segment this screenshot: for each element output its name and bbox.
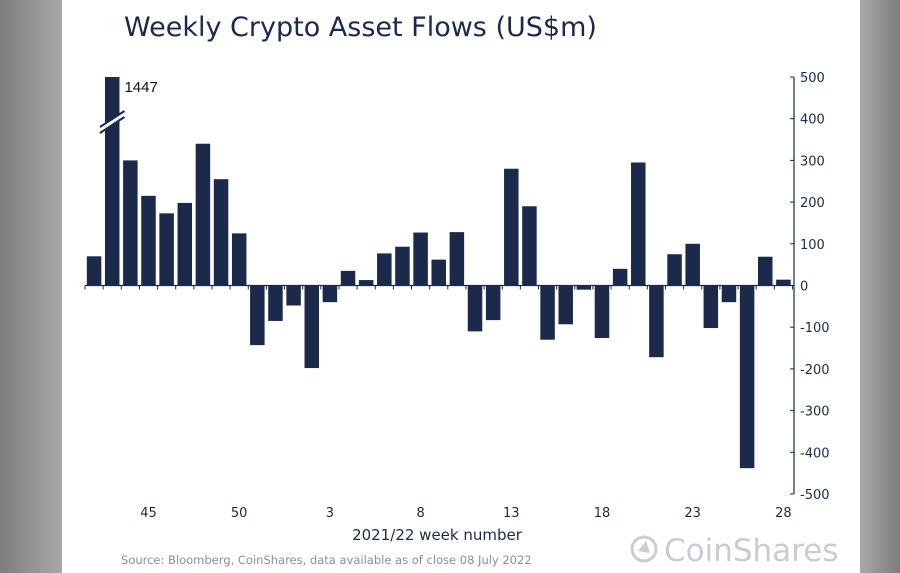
bar-chart: Weekly Crypto Asset Flows (US$m) 1447 45… [84,12,838,569]
x-axis: 45 50 3 8 13 18 23 28 [84,284,793,521]
y-tick-label-400: 400 [800,113,825,128]
x-axis-label: 2021/22 week number [352,526,523,544]
bar-3 [322,285,338,303]
bar-26 [739,285,755,469]
bars-group: 1447 [86,77,791,469]
axis-break-mark [99,110,126,128]
bar-25 [721,285,737,303]
bar-24 [703,285,719,329]
x-tick-label-23: 23 [684,506,701,521]
coinshares-logo-icon [630,535,658,563]
bar-14 [522,206,537,286]
bar-48 [195,143,211,286]
bar-42 [86,256,102,286]
y-tick-label-300: 300 [800,154,825,169]
left-margin [0,0,62,573]
x-tick-label-18: 18 [594,506,611,521]
bar-8 [413,232,428,286]
axis-break-mark [99,116,126,134]
x-tick-label-3: 3 [326,506,334,521]
x-tick-label-13: 13 [503,506,520,521]
bar-18 [594,285,610,339]
y-tick-label-neg100: -100 [800,321,830,336]
bar-19 [612,268,628,286]
bar-46 [159,213,174,286]
y-tick-label-neg400: -400 [800,446,830,461]
bar-28 [776,279,791,286]
bar-49 [213,179,229,286]
bar-15 [540,285,555,340]
right-margin [860,0,900,573]
y-tick-label-100: 100 [800,238,825,253]
bar-52 [268,285,283,321]
bar-47 [177,202,193,286]
y-tick-label-neg200: -200 [800,363,830,378]
bar-11 [467,285,483,332]
bar-22 [667,254,682,286]
bar-44 [123,160,138,286]
x-tick-label-50: 50 [231,506,248,521]
y-axis: 500 400 300 200 100 0 -100 -200 -300 -400 -500 [790,71,830,503]
source-note: Source: Bloomberg, CoinShares, data avai… [121,553,532,567]
bar-5 [358,280,374,286]
data-label-43: 1447 [124,79,157,96]
chart-card: Weekly Crypto Asset Flows (US$m) 1447 45… [62,0,860,573]
coinshares-logo-text: CoinShares [664,533,838,569]
y-tick-label-500: 500 [800,71,825,86]
bar-6 [377,253,392,286]
bar-12 [485,285,501,321]
bar-13 [504,168,519,286]
bar-1 [286,285,301,306]
bar-17 [576,285,592,290]
bar-51 [250,285,265,346]
y-tick-label-neg300: -300 [800,405,830,420]
bar-16 [558,285,573,325]
bar-2 [304,285,319,369]
y-tick-label-200: 200 [800,196,825,211]
x-tick-label-45: 45 [140,506,157,521]
bar-10 [449,232,465,286]
chart-title: Weekly Crypto Asset Flows (US$m) [124,12,597,43]
x-tick-label-28: 28 [775,506,792,521]
bar-7 [395,246,410,286]
y-tick-label-0: 0 [800,280,808,295]
bar-27 [758,256,773,286]
bar-50 [231,233,247,286]
bar-9 [431,259,446,286]
y-tick-label-neg500: -500 [800,488,830,503]
bar-20 [631,162,646,286]
bar-23 [685,243,700,286]
bar-4 [340,270,356,286]
coinshares-logo: CoinShares [630,533,838,569]
bar-21 [649,285,664,358]
x-tick-label-8: 8 [416,506,424,521]
bar-43 [104,77,120,286]
bar-45 [141,195,156,286]
